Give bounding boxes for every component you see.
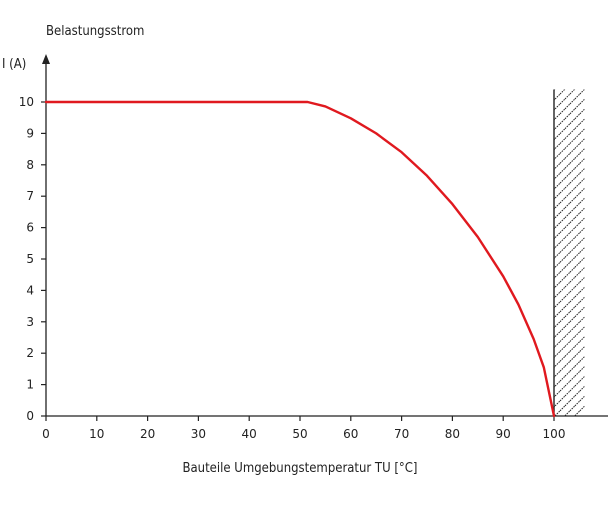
x-tick-label: 100 bbox=[543, 427, 566, 441]
x-tick-label: 70 bbox=[394, 427, 409, 441]
x-tick-label: 60 bbox=[343, 427, 358, 441]
x-tick-label: 90 bbox=[496, 427, 511, 441]
x-tick-label: 40 bbox=[242, 427, 257, 441]
y-tick-label: 10 bbox=[19, 95, 34, 109]
x-tick-label: 20 bbox=[140, 427, 155, 441]
y-tick-label: 5 bbox=[26, 252, 34, 266]
y-tick-label: 0 bbox=[26, 409, 34, 423]
y-tick-label: 4 bbox=[26, 283, 34, 297]
y-tick-label: 2 bbox=[26, 346, 34, 360]
x-tick-label: 10 bbox=[89, 427, 104, 441]
x-tick-label: 50 bbox=[292, 427, 307, 441]
y-tick-label: 1 bbox=[26, 378, 34, 392]
y-tick-label: 6 bbox=[26, 221, 34, 235]
y-tick-label: 8 bbox=[26, 158, 34, 172]
y-tick-label: 9 bbox=[26, 126, 34, 140]
y-axis-label: I (A) bbox=[2, 57, 26, 72]
derating-curve bbox=[44, 100, 556, 418]
y-axis-arrow bbox=[42, 54, 50, 65]
chart-title: Belastungsstrom bbox=[46, 24, 144, 39]
y-tick-label: 3 bbox=[26, 315, 34, 329]
x-tick-label: 80 bbox=[445, 427, 460, 441]
x-tick-label: 0 bbox=[42, 427, 50, 441]
x-axis-label: Bauteile Umgebungstemperatur TU [°C] bbox=[182, 461, 417, 476]
x-tick-label: 30 bbox=[191, 427, 206, 441]
hatched-region bbox=[554, 89, 585, 416]
y-tick-label: 7 bbox=[26, 189, 34, 203]
